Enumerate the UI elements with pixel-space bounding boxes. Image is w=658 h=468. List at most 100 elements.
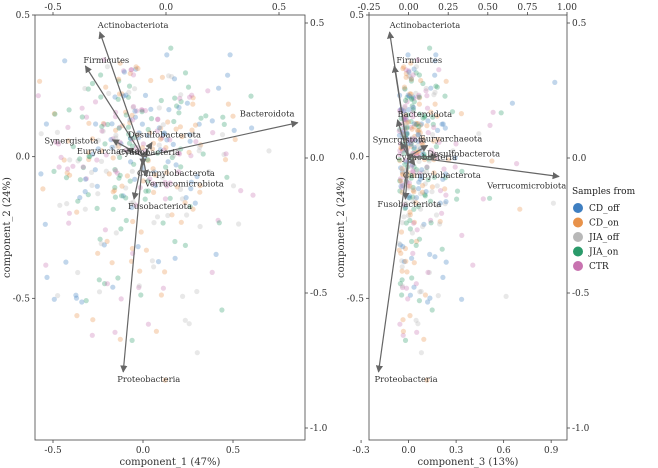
top-tick-label: 0.00: [399, 3, 419, 13]
sample-point: [230, 113, 236, 119]
sample-point: [399, 292, 405, 298]
sample-point: [407, 226, 413, 232]
sample-point: [401, 84, 408, 90]
sample-point: [177, 186, 184, 192]
sample-point: [400, 332, 406, 338]
sample-point: [418, 139, 424, 145]
sample-point: [66, 107, 72, 113]
sample-point: [182, 317, 188, 323]
sample-point: [177, 124, 183, 130]
sample-point: [104, 64, 110, 70]
x-tick-label: 0.0: [136, 446, 151, 456]
sample-point: [410, 109, 416, 115]
sample-point: [442, 201, 448, 207]
sample-point: [129, 168, 135, 174]
sample-point: [435, 293, 441, 299]
sample-point: [132, 86, 138, 92]
sample-point: [415, 186, 422, 192]
sample-point: [405, 112, 411, 118]
sample-point: [173, 162, 179, 168]
sample-point: [97, 236, 103, 242]
sample-point: [405, 52, 411, 58]
sample-point: [64, 201, 70, 207]
sample-point: [398, 165, 404, 171]
sample-point: [162, 377, 168, 383]
x-tick-label: 0.0: [401, 446, 416, 456]
sample-point: [52, 111, 58, 117]
sample-point: [129, 143, 136, 149]
sample-point: [148, 116, 155, 122]
sample-point: [190, 101, 196, 107]
sample-point: [414, 227, 420, 233]
sample-point: [416, 179, 422, 185]
sample-point: [399, 268, 405, 274]
sample-point: [487, 122, 493, 128]
sample-point: [397, 178, 403, 184]
sample-point: [158, 181, 164, 187]
sample-point: [155, 116, 161, 122]
sample-point: [137, 268, 143, 274]
sample-point: [442, 175, 448, 181]
loading-arrow: [408, 156, 416, 166]
sample-point: [162, 179, 168, 185]
legend-label: CTR: [589, 262, 609, 272]
sample-point: [145, 178, 151, 184]
sample-point: [410, 250, 416, 256]
sample-point: [160, 285, 166, 291]
sample-point: [82, 85, 88, 92]
y-axis-label: component_2 (24%): [2, 177, 13, 278]
sample-point: [166, 107, 172, 113]
sample-point: [411, 220, 417, 226]
x-tick-label: -0.3: [352, 446, 370, 456]
sample-point: [443, 78, 449, 84]
sample-point: [406, 180, 412, 186]
sample-point: [86, 156, 92, 163]
sample-point: [402, 245, 408, 252]
sample-point: [418, 173, 424, 180]
sample-point: [40, 186, 46, 192]
sample-point: [458, 111, 464, 117]
sample-point: [420, 151, 426, 157]
sample-point: [171, 76, 178, 82]
sample-point: [437, 218, 443, 225]
sample-point: [63, 259, 69, 265]
sample-point: [42, 221, 48, 227]
loading-arrow: [395, 119, 410, 157]
sample-point: [416, 101, 422, 107]
sample-point: [427, 295, 433, 301]
sample-point: [421, 336, 427, 342]
sample-point: [158, 97, 164, 104]
sample-point: [99, 148, 105, 154]
sample-point: [85, 86, 91, 92]
sample-point: [411, 284, 417, 290]
sample-point: [406, 107, 412, 113]
sample-point: [89, 182, 95, 188]
sample-point: [410, 135, 416, 141]
sample-point: [192, 122, 199, 128]
sample-point: [417, 170, 423, 176]
sample-point: [164, 52, 170, 58]
sample-point: [429, 189, 435, 195]
sample-point: [422, 292, 428, 298]
sample-point: [155, 259, 162, 265]
sample-point: [127, 70, 133, 77]
sample-point: [112, 194, 118, 200]
sample-point: [223, 151, 229, 157]
sample-point: [104, 281, 110, 287]
sample-point: [421, 151, 427, 157]
sample-point: [177, 95, 183, 101]
sample-point: [415, 132, 421, 138]
sample-point: [205, 88, 211, 94]
sample-point: [414, 121, 420, 127]
loading-label: Desulfobacterota: [427, 149, 500, 159]
sample-point: [55, 141, 62, 147]
sample-point: [65, 166, 71, 172]
sample-point: [399, 220, 405, 226]
sample-point: [196, 148, 202, 154]
y-tick-label: 0.0: [16, 153, 31, 163]
sample-point: [101, 242, 107, 248]
sample-point: [145, 132, 151, 138]
sample-point: [189, 127, 195, 133]
sample-point: [149, 258, 155, 264]
sample-point: [409, 255, 415, 261]
